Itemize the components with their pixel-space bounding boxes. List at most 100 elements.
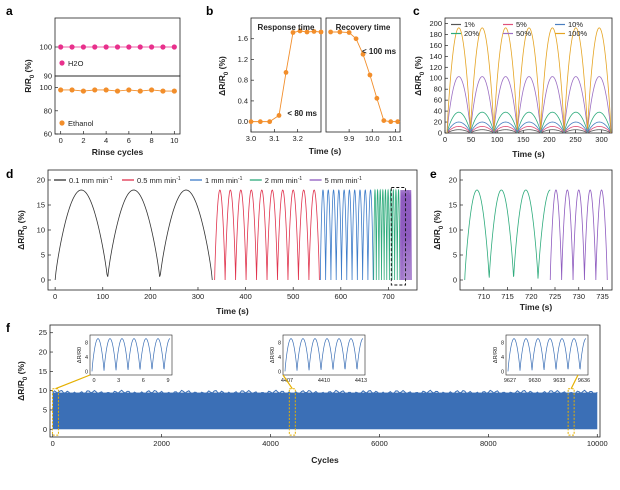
d-y-tick: 0 xyxy=(41,276,45,285)
c-y-axis-label: ΔR/R0 (%) xyxy=(413,56,426,96)
d-y-tick: 20 xyxy=(37,176,45,185)
a-data-point xyxy=(137,88,143,94)
b-x-tick: 3.0 xyxy=(246,134,256,143)
d-legend-label: 0.1 mm min-1 xyxy=(69,176,113,185)
f-inset-y-tick: 0 xyxy=(85,369,88,375)
f-inset-x-tick: 4413 xyxy=(355,378,367,384)
f-inset-line xyxy=(91,338,171,372)
a-data-point xyxy=(103,44,109,50)
c-legend-label: 10% xyxy=(568,20,583,29)
a-x-tick: 8 xyxy=(150,136,154,145)
a-legend-marker xyxy=(59,120,65,126)
b-data-point xyxy=(395,119,401,125)
y-axis-label-subscript: 0 xyxy=(420,71,426,75)
b-data-point xyxy=(374,95,380,101)
b-annotation: < 100 ms xyxy=(362,47,397,56)
d-x-tick: 700 xyxy=(382,292,395,301)
c-series-line xyxy=(446,27,612,134)
a-data-point xyxy=(92,87,98,93)
a-data-point xyxy=(69,87,75,93)
b-data-point xyxy=(360,51,366,57)
c-frame xyxy=(444,17,613,134)
y-axis-label-rest: (%) xyxy=(16,361,26,377)
b-y-tick: 0.4 xyxy=(238,96,248,105)
e-y-tick: 0 xyxy=(453,276,457,285)
f-x-tick: 8000 xyxy=(480,439,497,448)
y-axis-label-subscript: 0 xyxy=(439,225,445,229)
a-legend-marker xyxy=(59,60,65,66)
b-left-frame xyxy=(250,17,322,133)
d-legend-superscript: -1 xyxy=(358,176,363,182)
f-x-tick: 2000 xyxy=(153,439,170,448)
f-inset-x-tick: 9633 xyxy=(553,378,565,384)
c-y-tick: 80 xyxy=(434,85,442,94)
d-legend-label: 1 mm min-1 xyxy=(205,176,243,185)
d-y-tick: 10 xyxy=(37,226,45,235)
f-x-tick: 6000 xyxy=(371,439,388,448)
b-data-point xyxy=(337,29,343,35)
e-x-tick: 730 xyxy=(572,292,585,301)
panel-label-e: e xyxy=(430,167,437,181)
a-y-tick: 80 xyxy=(44,106,52,115)
c-y-tick: 20 xyxy=(434,118,442,127)
d-y-tick: 5 xyxy=(41,251,45,260)
f-inset-x-tick: 6 xyxy=(142,378,145,384)
f-inset-connector xyxy=(570,374,579,389)
y-axis-label-rest: (%) xyxy=(413,56,423,72)
b-x-tick: 10.1 xyxy=(388,134,403,143)
f-inset-y-tick: 4 xyxy=(501,355,504,361)
a-data-point xyxy=(171,44,177,50)
b-data-point xyxy=(276,113,282,118)
f-inset-marker xyxy=(51,388,59,436)
b-subplot-title: Response time xyxy=(258,23,315,32)
c-x-tick: 300 xyxy=(595,135,608,144)
f-x-tick: 0 xyxy=(51,439,55,448)
a-y-axis-label: R/R0 (%) xyxy=(23,59,36,93)
f-inset-line xyxy=(507,338,587,372)
f-inset-x-tick: 9627 xyxy=(504,378,516,384)
b-x-tick: 3.2 xyxy=(292,134,302,143)
b-x-tick: 10.0 xyxy=(365,134,380,143)
e-y-axis-label: ΔR/R0 (%) xyxy=(432,210,445,250)
c-x-tick: 50 xyxy=(467,135,475,144)
f-inset-y-tick: 8 xyxy=(85,340,88,346)
a-x-axis-label: Rinse cycles xyxy=(92,147,144,157)
a-x-tick: 10 xyxy=(170,136,178,145)
a-data-point xyxy=(126,44,132,50)
c-x-tick: 100 xyxy=(491,135,504,144)
panel-label-b: b xyxy=(206,4,213,18)
f-data-band xyxy=(52,392,598,430)
f-inset-y-tick: 0 xyxy=(278,369,281,375)
b-y-tick: 1.2 xyxy=(238,55,248,64)
f-x-tick: 10000 xyxy=(587,439,608,448)
a-data-point xyxy=(58,44,64,50)
a-legend-label: Ethanol xyxy=(68,119,94,128)
b-x-tick: 9.9 xyxy=(344,134,354,143)
a-x-tick: 0 xyxy=(59,136,63,145)
e-x-tick: 715 xyxy=(501,292,514,301)
d-legend-label: 2 mm min-1 xyxy=(265,176,303,185)
b-series-line xyxy=(251,30,322,123)
panel-label-a: a xyxy=(6,4,13,18)
b-annotation: < 80 ms xyxy=(287,109,317,118)
f-inset-x-tick: 9630 xyxy=(529,378,541,384)
f-inset-y-label: ΔR/R0 xyxy=(493,347,499,363)
f-inset-marker xyxy=(567,388,575,436)
a-y-tick: 100 xyxy=(39,43,52,52)
d-x-tick: 600 xyxy=(335,292,348,301)
c-y-tick: 140 xyxy=(429,52,442,61)
c-series-line xyxy=(446,76,612,134)
c-x-tick: 250 xyxy=(569,135,582,144)
b-data-point xyxy=(304,29,310,35)
f-inset-line xyxy=(284,338,364,372)
b-y-tick: 1.6 xyxy=(238,34,248,43)
f-inset-x-tick: 3 xyxy=(117,378,120,384)
d-legend-superscript: -1 xyxy=(176,176,181,182)
f-x-axis-label: Cycles xyxy=(311,455,339,465)
a-data-point xyxy=(114,88,121,94)
c-y-tick: 120 xyxy=(429,63,442,72)
c-legend-label: 50% xyxy=(516,29,531,38)
d-x-tick: 200 xyxy=(144,292,157,301)
a-data-point xyxy=(80,88,87,94)
c-x-tick: 0 xyxy=(443,135,447,144)
